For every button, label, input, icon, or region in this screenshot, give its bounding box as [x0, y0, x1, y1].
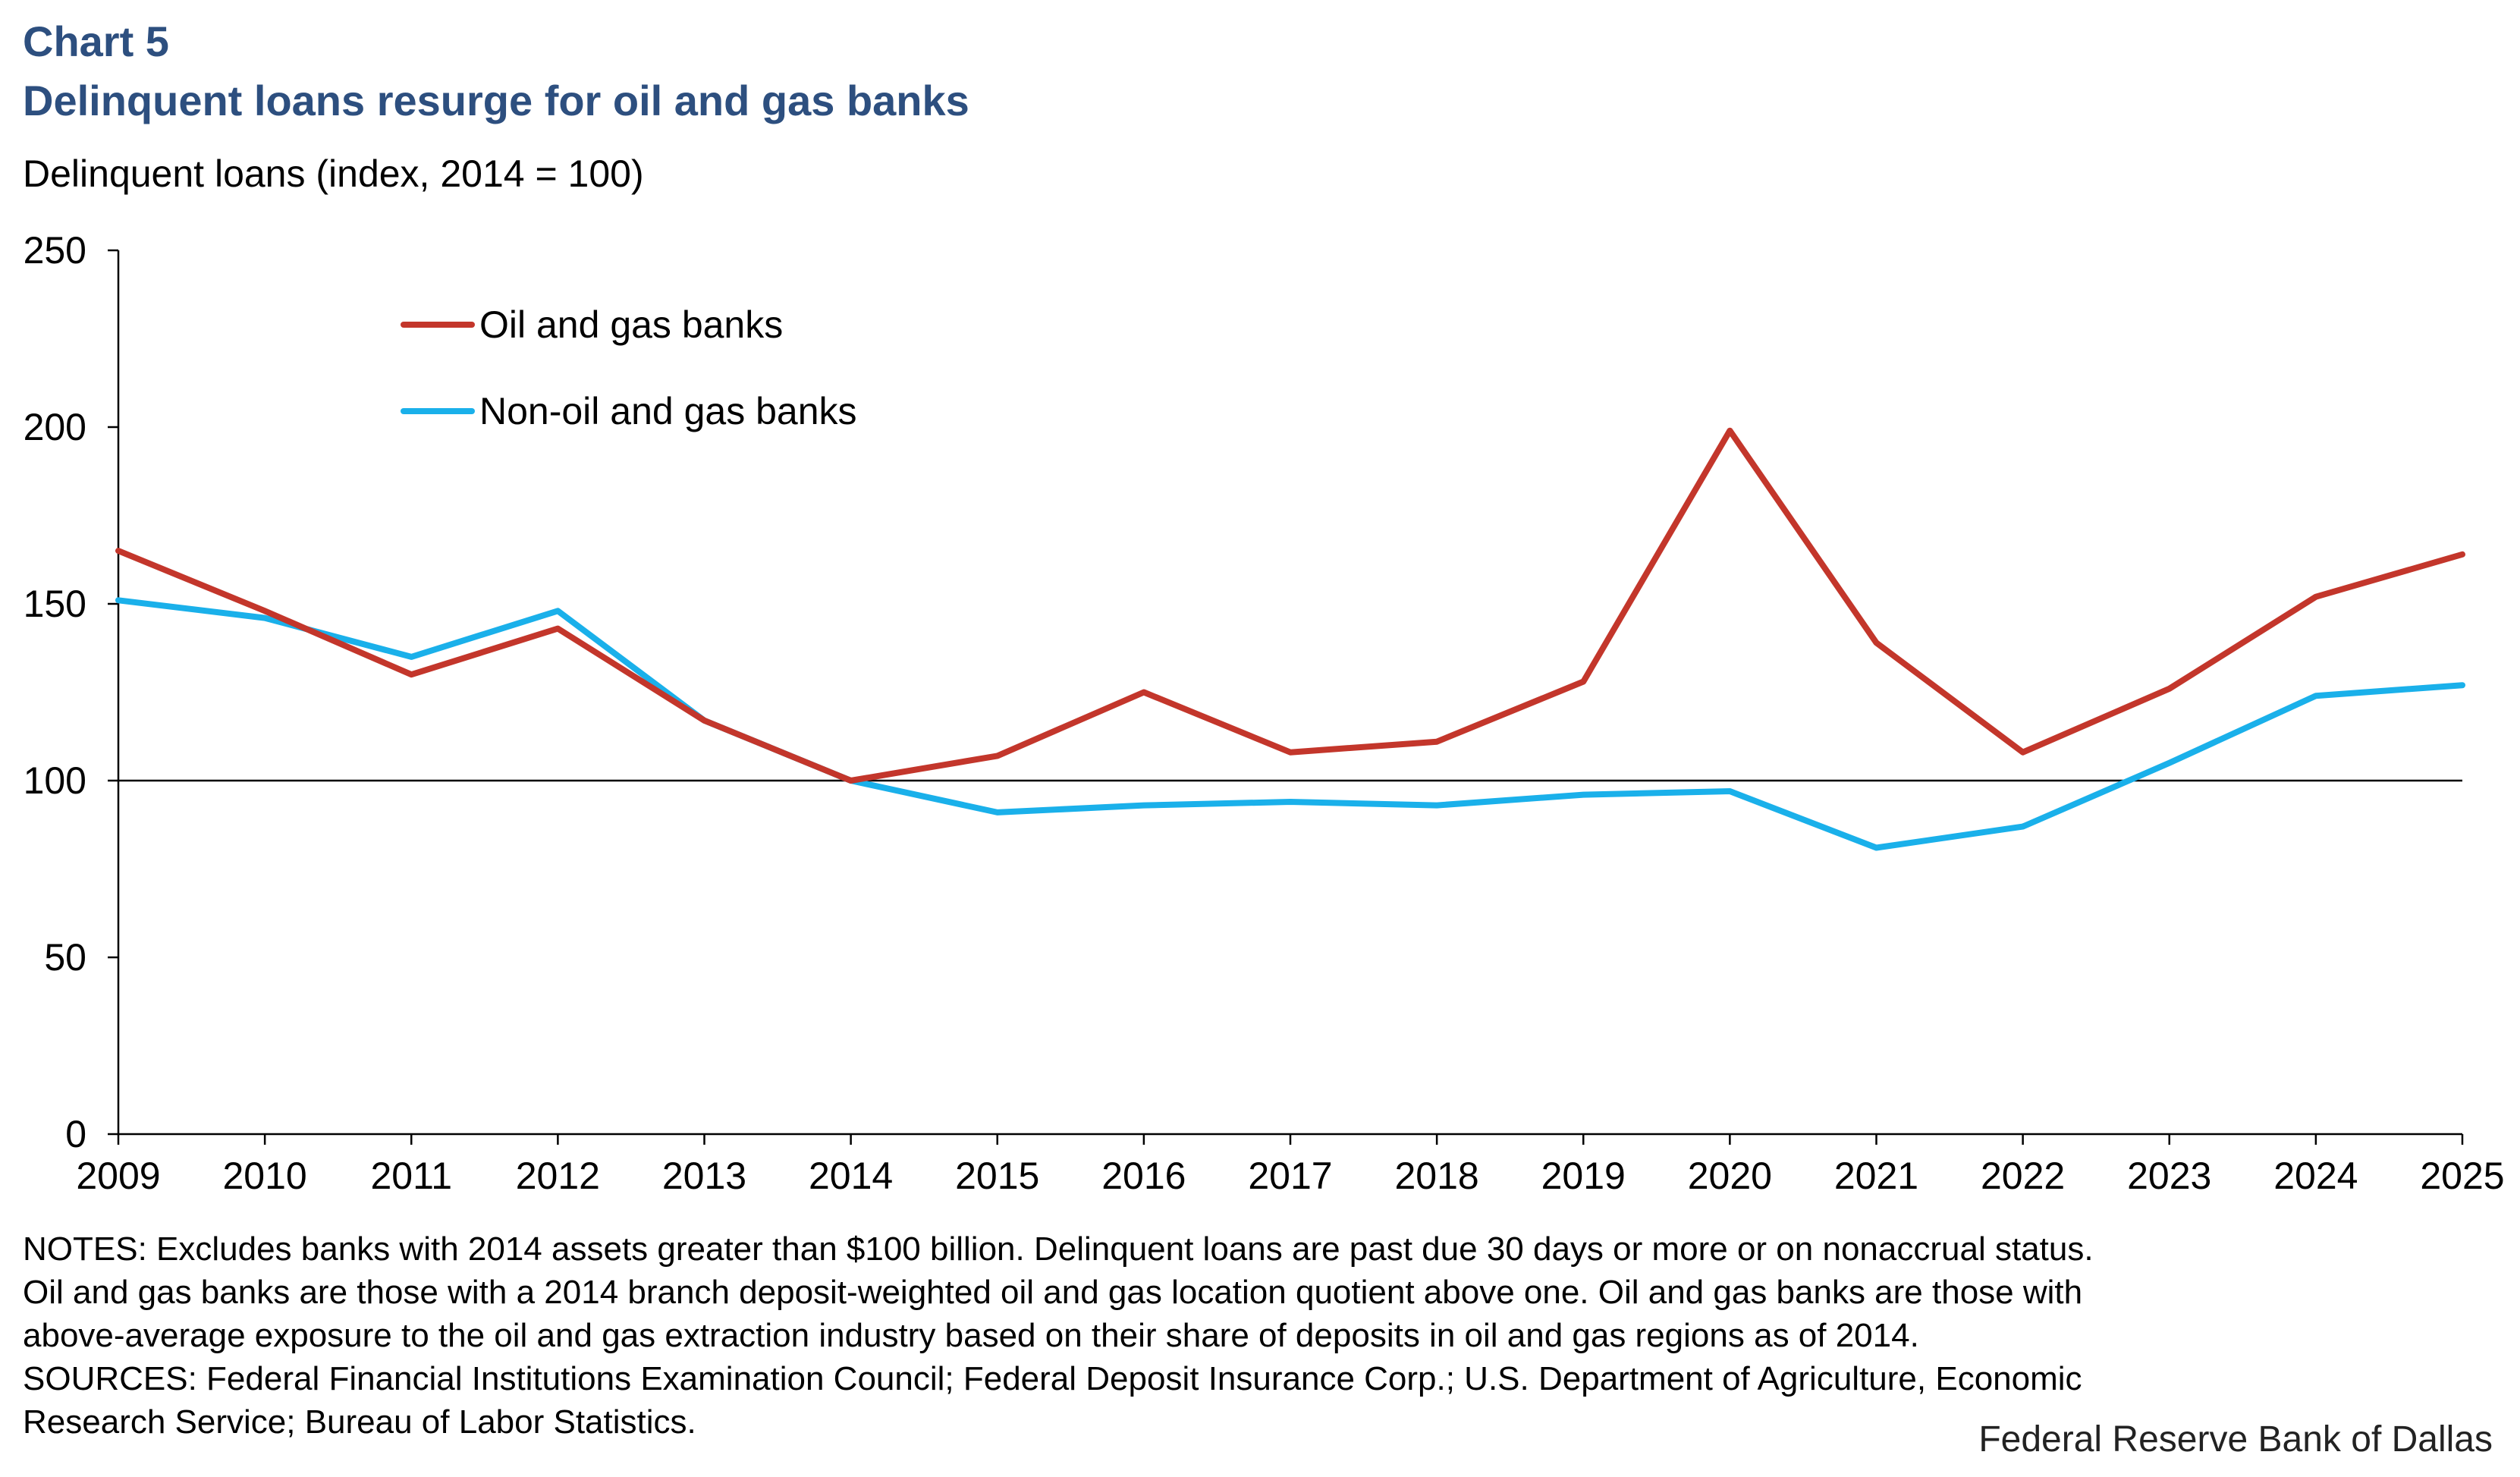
x-tick-label: 2022 — [1981, 1155, 2065, 1197]
legend-label: Non-oil and gas banks — [479, 390, 857, 432]
y-tick-label: 250 — [24, 229, 86, 272]
notes-line-4: SOURCES: Federal Financial Institutions … — [23, 1360, 2082, 1397]
credit-label: Federal Reserve Bank of Dallas — [1978, 1419, 2493, 1460]
notes-line-1: NOTES: Excludes banks with 2014 assets g… — [23, 1230, 2094, 1268]
series-layer — [115, 427, 2465, 851]
x-axis: 2009 2010 2011 2012 2013 2014 2015 2016 2017 2018… — [76, 1133, 2505, 1197]
x-tick-label: 2020 — [1688, 1155, 1772, 1197]
line-chart: 0 50 100 150 200 250 2009 2010 2011 2012 2013 2014… — [24, 229, 2505, 1197]
x-tick-label: 2014 — [809, 1155, 893, 1197]
y-axis-title: Delinquent loans (index, 2014 = 100) — [23, 152, 644, 195]
chart-title: Delinquent loans resurge for oil and gas… — [23, 77, 969, 124]
y-tick-label: 100 — [24, 759, 86, 802]
y-tick-label: 200 — [24, 406, 86, 448]
x-tick-label: 2019 — [1541, 1155, 1626, 1197]
series-line-non-oil-and-gas-banks — [115, 597, 2465, 851]
notes: NOTES: Excludes banks with 2014 assets g… — [23, 1227, 2496, 1444]
x-tick-label: 2013 — [662, 1155, 746, 1197]
notes-line-2: Oil and gas banks are those with a 2014 … — [23, 1274, 2083, 1311]
notes-line-5: Research Service; Bureau of Labor Statis… — [23, 1403, 696, 1441]
legend: Oil and gas banks Non-oil and gas banks — [401, 303, 857, 432]
x-tick-label: 2009 — [76, 1155, 160, 1197]
y-tick-label: 50 — [44, 936, 86, 979]
y-tick-label: 0 — [65, 1113, 86, 1155]
x-tick-label: 2016 — [1101, 1155, 1186, 1197]
x-tick-label: 2018 — [1395, 1155, 1479, 1197]
x-tick-label: 2010 — [223, 1155, 307, 1197]
legend-label: Oil and gas banks — [479, 303, 783, 346]
series-line-oil-and-gas-banks — [115, 427, 2465, 784]
x-tick-label: 2017 — [1248, 1155, 1332, 1197]
x-tick-label: 2012 — [516, 1155, 600, 1197]
x-tick-label: 2015 — [955, 1155, 1039, 1197]
x-tick-label: 2011 — [370, 1155, 452, 1197]
x-tick-label: 2025 — [2420, 1155, 2504, 1197]
x-tick-label: 2023 — [2127, 1155, 2211, 1197]
chart-number: Chart 5 — [23, 17, 169, 65]
x-tick-label: 2021 — [1834, 1155, 1918, 1197]
y-axis: 0 50 100 150 200 250 — [24, 229, 120, 1155]
notes-line-3: above-average exposure to the oil and ga… — [23, 1317, 1919, 1354]
x-tick-label: 2024 — [2273, 1155, 2358, 1197]
y-tick-label: 150 — [24, 583, 86, 625]
